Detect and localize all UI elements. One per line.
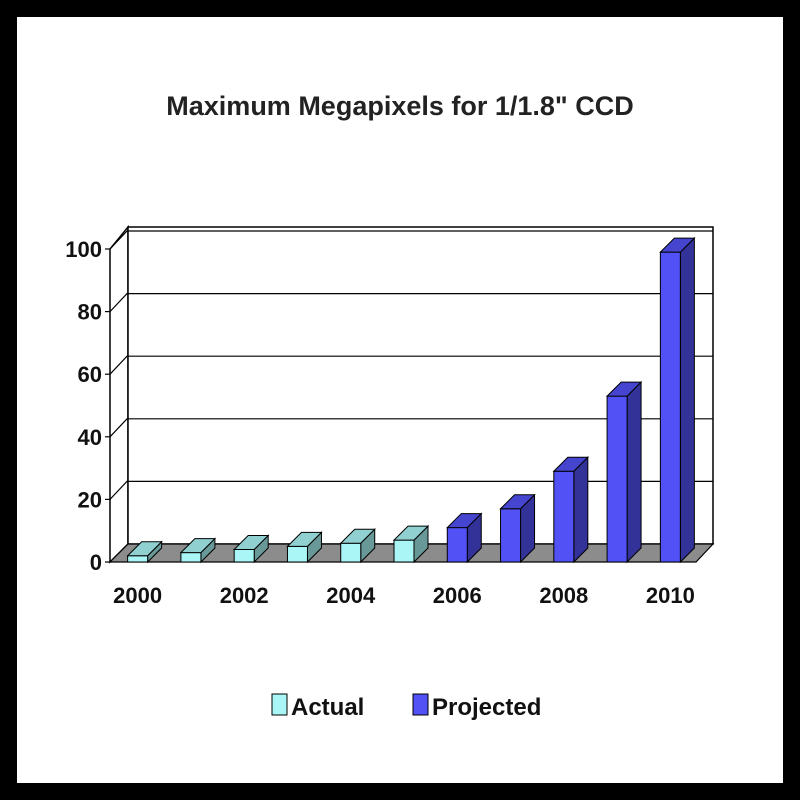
gridline: [109, 480, 713, 500]
legend-label-projected: Projected: [432, 694, 541, 721]
y-tick-label: 80: [78, 300, 102, 325]
x-tick-label: 2000: [113, 583, 162, 608]
gridline: [109, 355, 713, 375]
bar-front: [393, 539, 415, 563]
bar-side: [626, 380, 642, 564]
x-tick-label: 2008: [539, 583, 588, 608]
bar-front: [659, 251, 681, 563]
bar-top: [286, 531, 323, 547]
bar-2003: [286, 531, 323, 564]
legend: Actual Projected: [271, 693, 541, 721]
y-tick-label: 60: [78, 362, 102, 387]
bar-top: [179, 538, 217, 554]
bar-top: [392, 525, 430, 541]
chart-frame: Maximum Megapixels for 1/1.8" CCD 0 20 40 6…: [17, 17, 783, 783]
y-tick-label: 100: [65, 237, 102, 262]
bar-front: [446, 527, 468, 563]
bar-top: [339, 528, 376, 544]
bar-front: [286, 545, 308, 563]
bar-2001: [179, 537, 217, 564]
x-tick-label: 2010: [646, 583, 695, 608]
bar-front: [180, 552, 202, 563]
legend-label-actual: Actual: [291, 694, 364, 721]
bar-top: [232, 534, 270, 550]
bar-2009: [605, 380, 643, 564]
gridline: [109, 418, 713, 438]
gridlines: [109, 230, 713, 500]
bar-front: [127, 555, 149, 563]
bar-2007: [499, 493, 536, 564]
bar-top: [446, 513, 483, 529]
bar-top: [605, 381, 643, 397]
y-tick-label: 0: [90, 550, 102, 575]
gridline: [109, 230, 713, 250]
bar-front: [606, 395, 628, 563]
bar-front: [233, 548, 255, 563]
bar-top: [126, 541, 163, 557]
x-tick-label: 2002: [220, 583, 269, 608]
bar-2008: [552, 456, 590, 564]
bar-front: [553, 470, 575, 563]
plot-side-wall: [109, 224, 129, 564]
bar-2000: [126, 540, 163, 564]
bar-chart: Maximum Megapixels for 1/1.8" CCD 0 20 40 6…: [65, 91, 715, 721]
legend-swatch-projected: [412, 693, 429, 716]
bar-2006: [446, 512, 483, 564]
y-tick-label: 20: [78, 487, 102, 512]
bar-side: [573, 456, 589, 564]
bar-2010: [659, 236, 696, 564]
chart-title: Maximum Megapixels for 1/1.8" CCD: [166, 91, 633, 121]
y-tick-label: 40: [78, 425, 102, 450]
plot-area: 0 20 40 60 80 100 2000 2002 2004 2006 2008 2010: [65, 224, 715, 608]
bar-top: [552, 456, 590, 472]
bar-side: [679, 236, 695, 564]
x-tick-label: 2006: [433, 583, 482, 608]
x-axis-ticks: 2000 2002 2004 2006 2008 2010: [113, 583, 695, 608]
legend-item-projected: Projected: [412, 693, 541, 721]
bar-front: [500, 508, 522, 563]
bar-top: [499, 494, 536, 510]
x-tick-label: 2004: [326, 583, 376, 608]
bar-2002: [232, 534, 270, 564]
bar-2005: [392, 524, 430, 564]
gridline: [109, 293, 713, 313]
legend-swatch-actual: [271, 693, 288, 716]
bar-2004: [339, 528, 376, 564]
legend-item-actual: Actual: [271, 693, 364, 721]
bar-top: [659, 237, 696, 253]
bars: [126, 236, 696, 564]
bar-front: [340, 542, 362, 563]
y-axis-ticks: 0 20 40 60 80 100: [65, 237, 110, 575]
